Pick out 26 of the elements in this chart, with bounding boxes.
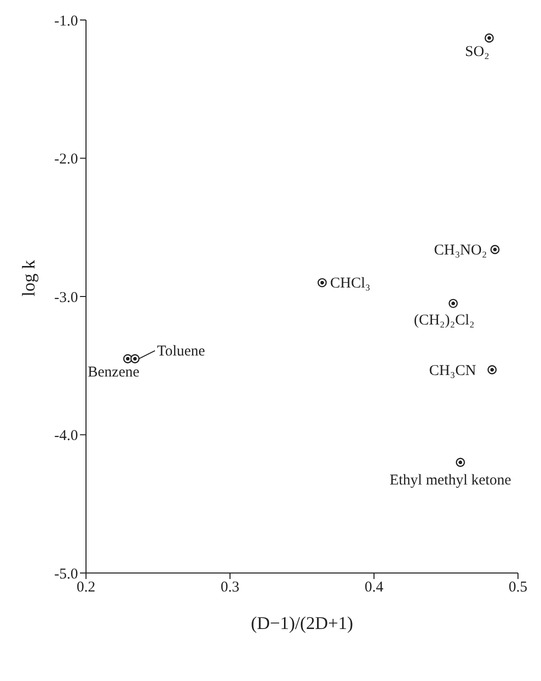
- annotation: Ethyl methyl ketone: [390, 472, 512, 488]
- x-tick-label: 0.3: [220, 580, 240, 596]
- point: [487, 365, 497, 374]
- y-axis-title: log k: [18, 260, 38, 296]
- annotation: CHCl₃: [330, 276, 370, 292]
- annotation: CH₃NO₂: [434, 242, 487, 258]
- point: [490, 244, 500, 254]
- y-tick-label: -4.0: [54, 428, 78, 444]
- x-tick-label: 0.2: [76, 580, 96, 596]
- x-tick-label: 0.5: [508, 580, 528, 596]
- annotation: (CH₂)₂Cl₂: [414, 312, 475, 328]
- point: [318, 278, 327, 288]
- y-tick-label: -3.0: [54, 290, 78, 306]
- point: [130, 354, 140, 364]
- annotation: SO₂: [464, 44, 490, 60]
- y-tick-label: -2.0: [54, 152, 78, 168]
- y-tick-label: -1.0: [54, 13, 78, 30]
- point: [484, 33, 494, 43]
- x-tick-label: 0.4: [364, 580, 384, 596]
- x-axis-title: (D−1)/(2D+1): [250, 613, 354, 633]
- annotation: Benzene: [88, 364, 140, 381]
- point: [448, 298, 458, 308]
- annotation: Toluene: [156, 344, 206, 360]
- point: [456, 458, 465, 467]
- annotation: CH₃CN: [429, 362, 476, 379]
- y-tick-label: -5.0: [54, 566, 78, 582]
